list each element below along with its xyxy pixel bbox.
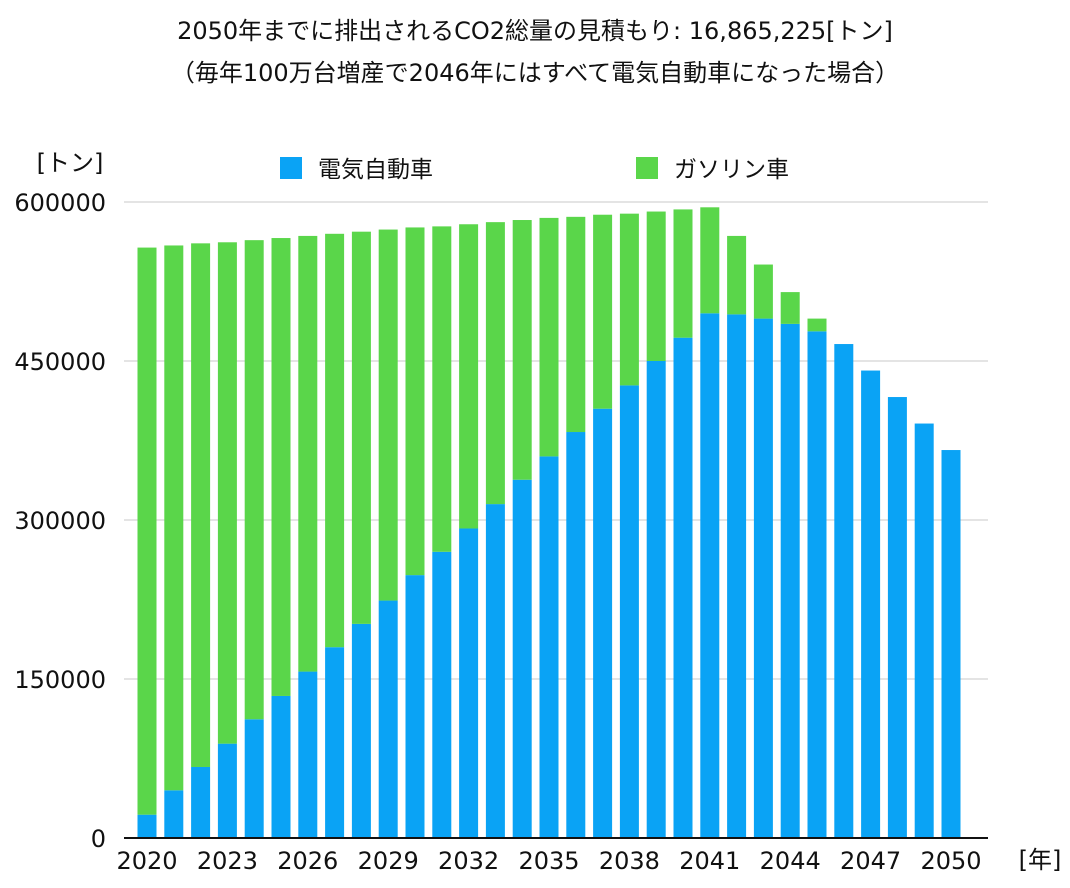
bar-gasoline-2044 bbox=[780, 292, 800, 324]
bar-gasoline-2041 bbox=[700, 207, 720, 314]
x-tick-label: 2029 bbox=[358, 847, 419, 875]
y-tick-label: 450000 bbox=[14, 348, 106, 376]
bar-gasoline-2042 bbox=[727, 235, 747, 315]
bar-gasoline-2020 bbox=[137, 247, 157, 815]
bar-gasoline-2022 bbox=[191, 243, 211, 767]
bar-gasoline-2043 bbox=[753, 264, 773, 319]
bar-ev-2035 bbox=[539, 456, 559, 838]
y-tick-label: 300000 bbox=[14, 507, 106, 535]
bar-gasoline-2035 bbox=[539, 217, 559, 457]
bar-ev-2030 bbox=[405, 575, 425, 838]
x-tick-label: 2032 bbox=[438, 847, 499, 875]
bar-ev-2045 bbox=[807, 331, 827, 838]
bar-gasoline-2038 bbox=[619, 213, 639, 386]
bar-gasoline-2034 bbox=[512, 220, 532, 480]
legend: 電気自動車 ガソリン車 bbox=[280, 157, 789, 183]
bar-gasoline-2032 bbox=[459, 224, 479, 529]
bar-gasoline-2029 bbox=[378, 229, 398, 601]
bar-ev-2049 bbox=[914, 423, 934, 838]
bar-gasoline-2021 bbox=[164, 245, 184, 791]
legend-swatch-ev bbox=[280, 157, 302, 179]
x-axis-label: [年] bbox=[1019, 846, 1062, 874]
bar-gasoline-2036 bbox=[566, 216, 586, 433]
bar-ev-2038 bbox=[619, 385, 639, 838]
bar-ev-2032 bbox=[459, 528, 479, 838]
bar-ev-2023 bbox=[217, 743, 237, 838]
bar-ev-2048 bbox=[887, 397, 907, 838]
bar-gasoline-2039 bbox=[646, 211, 666, 361]
bar-ev-2046 bbox=[834, 344, 854, 838]
bar-gasoline-2027 bbox=[325, 233, 345, 648]
x-tick-label: 2026 bbox=[277, 847, 338, 875]
bar-ev-2031 bbox=[432, 551, 452, 838]
bar-ev-2042 bbox=[727, 314, 747, 838]
y-tick-label: 0 bbox=[91, 825, 106, 853]
legend-label-gasoline: ガソリン車 bbox=[674, 157, 789, 183]
bar-gasoline-2023 bbox=[217, 242, 237, 744]
bar-ev-2034 bbox=[512, 479, 532, 838]
bar-ev-2025 bbox=[271, 695, 291, 838]
bar-ev-2020 bbox=[137, 814, 157, 838]
x-tick-label: 2023 bbox=[197, 847, 258, 875]
bar-ev-2029 bbox=[378, 600, 398, 838]
bar-gasoline-2040 bbox=[673, 209, 693, 338]
bar-ev-2028 bbox=[351, 623, 371, 838]
bars bbox=[137, 207, 961, 839]
x-tick-label: 2038 bbox=[599, 847, 660, 875]
x-tick-label: 2020 bbox=[116, 847, 177, 875]
bar-ev-2027 bbox=[325, 647, 345, 838]
x-tick-labels: 2020 2023 2026 2029 2032 2035 2038 2041 2044 2047… bbox=[116, 847, 981, 875]
legend-label-ev: 電気自動車 bbox=[318, 157, 433, 183]
bar-ev-2033 bbox=[485, 504, 505, 838]
bar-gasoline-2031 bbox=[432, 226, 452, 552]
bar-ev-2047 bbox=[861, 370, 881, 838]
bar-ev-2039 bbox=[646, 361, 666, 838]
bar-gasoline-2026 bbox=[298, 235, 318, 672]
y-axis-label: [トン] bbox=[37, 149, 104, 177]
bar-gasoline-2033 bbox=[485, 222, 505, 505]
x-tick-label: 2050 bbox=[920, 847, 981, 875]
bar-ev-2041 bbox=[700, 313, 720, 838]
y-tick-label: 150000 bbox=[14, 666, 106, 694]
bar-ev-2024 bbox=[244, 719, 264, 838]
bar-ev-2050 bbox=[941, 450, 961, 838]
chart-title-line2: （毎年100万台増産で2046年にはすべて電気自動車になった場合） bbox=[170, 59, 900, 87]
bar-gasoline-2045 bbox=[807, 318, 827, 332]
x-tick-label: 2047 bbox=[840, 847, 901, 875]
chart-title-line1: 2050年までに排出されるCO2総量の見積もり: 16,865,225[トン] bbox=[177, 17, 893, 45]
bar-ev-2022 bbox=[191, 766, 211, 838]
y-tick-label: 600000 bbox=[14, 189, 106, 217]
x-tick-label: 2044 bbox=[760, 847, 821, 875]
bar-ev-2043 bbox=[753, 318, 773, 839]
bar-gasoline-2028 bbox=[351, 231, 371, 624]
bar-gasoline-2030 bbox=[405, 227, 425, 576]
bar-ev-2036 bbox=[566, 432, 586, 838]
bar-ev-2026 bbox=[298, 671, 318, 838]
bar-ev-2040 bbox=[673, 337, 693, 838]
bar-gasoline-2025 bbox=[271, 238, 291, 696]
bar-gasoline-2037 bbox=[593, 214, 613, 409]
bar-ev-2021 bbox=[164, 790, 184, 838]
x-tick-label: 2041 bbox=[679, 847, 740, 875]
bar-ev-2044 bbox=[780, 323, 800, 838]
y-tick-labels: 0 150000 300000 450000 600000 bbox=[14, 189, 106, 853]
x-tick-label: 2035 bbox=[518, 847, 579, 875]
bar-ev-2037 bbox=[593, 408, 613, 838]
bar-gasoline-2024 bbox=[244, 240, 264, 720]
legend-swatch-gasoline bbox=[636, 157, 658, 179]
